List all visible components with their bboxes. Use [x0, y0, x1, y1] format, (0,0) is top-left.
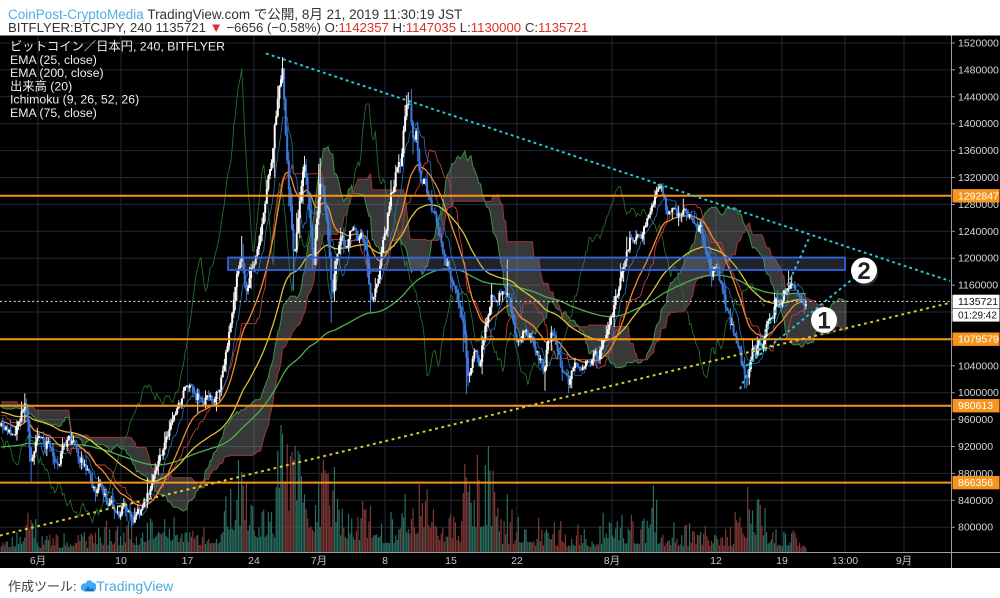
svg-text:1040000: 1040000	[958, 360, 999, 372]
svg-text:1: 1	[817, 308, 830, 335]
svg-text:EMA (75, close): EMA (75, close)	[10, 106, 97, 120]
svg-text:980613: 980613	[958, 400, 993, 412]
svg-text:EMA (25, close): EMA (25, close)	[10, 53, 97, 67]
svg-text:1400000: 1400000	[958, 118, 999, 130]
svg-text:920000: 920000	[958, 441, 993, 453]
svg-text:1480000: 1480000	[958, 64, 999, 76]
svg-text:800000: 800000	[958, 522, 993, 534]
svg-text:1292847: 1292847	[958, 190, 999, 202]
svg-text:1160000: 1160000	[958, 280, 998, 292]
svg-text:1200000: 1200000	[958, 253, 999, 265]
svg-text:10: 10	[115, 555, 127, 567]
svg-text:8月: 8月	[604, 555, 620, 567]
svg-text:1079579: 1079579	[958, 334, 999, 346]
svg-text:8: 8	[382, 555, 388, 567]
svg-text:13:00: 13:00	[832, 555, 858, 567]
svg-text:EMA (200, close): EMA (200, close)	[10, 66, 104, 80]
svg-text:22: 22	[511, 555, 523, 567]
svg-text:1520000: 1520000	[958, 38, 999, 50]
svg-text:960000: 960000	[958, 414, 993, 426]
svg-text:Ichimoku (9, 26, 52, 26): Ichimoku (9, 26, 52, 26)	[10, 93, 139, 107]
svg-text:7月: 7月	[311, 555, 327, 567]
svg-text:1135721: 1135721	[958, 296, 998, 308]
svg-text:1000000: 1000000	[958, 387, 999, 399]
svg-text:15: 15	[445, 555, 457, 567]
svg-text:1440000: 1440000	[958, 91, 999, 103]
svg-text:01:29:42: 01:29:42	[958, 310, 997, 321]
svg-text:9月: 9月	[896, 555, 912, 567]
svg-text:866356: 866356	[958, 477, 993, 489]
svg-text:1360000: 1360000	[958, 145, 999, 157]
svg-text:ビットコイン／日本円, 240, BITFLYER: ビットコイン／日本円, 240, BITFLYER	[10, 40, 225, 54]
svg-text:19: 19	[776, 555, 788, 567]
svg-text:24: 24	[248, 555, 260, 567]
svg-text:6月: 6月	[30, 555, 46, 567]
svg-text:12: 12	[710, 555, 722, 567]
svg-text:1240000: 1240000	[958, 226, 999, 238]
svg-text:840000: 840000	[958, 495, 993, 507]
svg-text:17: 17	[182, 555, 194, 567]
svg-text:2: 2	[857, 258, 870, 285]
svg-text:1320000: 1320000	[958, 172, 999, 184]
svg-text:出来高 (20): 出来高 (20)	[10, 78, 72, 93]
